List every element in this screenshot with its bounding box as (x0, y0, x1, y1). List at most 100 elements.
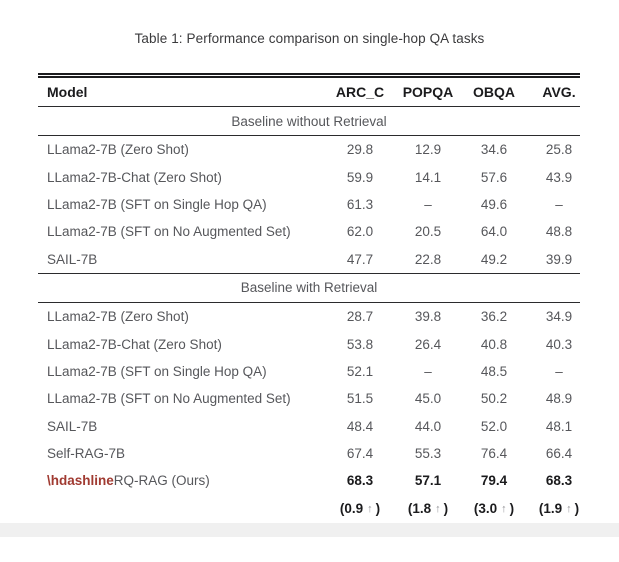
model-name-text: RQ-RAG (Ours) (113, 473, 210, 489)
table-row: SAIL-7B 48.4 44.0 52.0 48.1 (38, 413, 580, 440)
model-name: LLama2-7B-Chat (Zero Shot) (47, 169, 222, 185)
metric-value: 59.9 (346, 169, 374, 185)
metric-value: 55.3 (414, 446, 442, 462)
metric-value: 68.3 (545, 473, 573, 489)
improvement-close-paren: ) (574, 501, 580, 517)
header-row: Model ARC_C POPQA OBQA AVG. (38, 75, 580, 107)
metric-value: 36.2 (480, 309, 508, 325)
page-gap-band (0, 523, 619, 537)
table-row: SAIL-7B 47.7 22.8 49.2 39.9 (38, 246, 580, 274)
column-header-popqa: POPQA (394, 75, 462, 107)
column-header-arc-c: ARC_C (326, 75, 394, 107)
improvement-number: (1.9 (538, 501, 563, 517)
metric-value: 49.2 (480, 251, 508, 267)
metric-value: 43.9 (545, 169, 573, 185)
metric-value: 62.0 (346, 224, 374, 240)
metric-value: 25.8 (545, 142, 573, 158)
section-header-without-retrieval: Baseline without Retrieval (38, 106, 580, 136)
model-name: LLama2-7B (SFT on Single Hop QA) (47, 363, 267, 379)
metric-value: 48.4 (346, 418, 374, 434)
metric-value: – (424, 363, 432, 379)
model-name: LLama2-7B (Zero Shot) (47, 309, 189, 325)
metric-value: 52.0 (480, 418, 508, 434)
improvement-row: (0.9 ↑) (1.8 ↑) (3.0 ↑) (1.9 ↑) (38, 495, 580, 526)
up-arrow-icon: ↑ (367, 503, 373, 516)
metric-value: 47.7 (346, 251, 374, 267)
model-name: Self-RAG-7B (47, 446, 126, 462)
up-arrow-icon: ↑ (566, 503, 572, 516)
model-name: SAIL-7B (47, 251, 98, 267)
metric-value: 29.8 (346, 142, 374, 158)
column-header-obqa: OBQA (462, 75, 526, 107)
table-row: LLama2-7B-Chat (Zero Shot) 53.8 26.4 40.… (38, 330, 580, 357)
table-row: LLama2-7B (SFT on No Augmented Set) 51.5… (38, 385, 580, 412)
model-name: LLama2-7B (SFT on Single Hop QA) (47, 196, 267, 212)
metric-value: 45.0 (414, 391, 442, 407)
metric-value: – (424, 196, 432, 212)
metric-value: 48.5 (480, 363, 508, 379)
metric-value: 57.1 (414, 473, 442, 489)
table-row: LLama2-7B (Zero Shot) 29.8 12.9 34.6 25.… (38, 136, 580, 164)
metric-value: 22.8 (414, 251, 442, 267)
metric-value: 53.8 (346, 336, 374, 352)
improvement-close-paren: ) (443, 501, 449, 517)
model-name: \hdashlineRQ-RAG (Ours) (38, 467, 326, 494)
metric-value: 67.4 (346, 446, 374, 462)
model-name: SAIL-7B (47, 418, 98, 434)
metric-value: 40.3 (545, 336, 573, 352)
metric-value: 14.1 (414, 169, 442, 185)
improvement-number: (3.0 (473, 501, 498, 517)
metric-value: 52.1 (346, 363, 374, 379)
improvement-close-paren: ) (375, 501, 381, 517)
metric-value: 28.7 (346, 309, 374, 325)
improvement-value: (1.8 ↑) (394, 495, 462, 526)
metric-value: 26.4 (414, 336, 442, 352)
metric-value: 39.8 (414, 309, 442, 325)
metric-value: 48.8 (545, 224, 573, 240)
table-row: LLama2-7B (SFT on Single Hop QA) 61.3 – … (38, 191, 580, 218)
metric-value: 48.1 (545, 418, 573, 434)
improvement-close-paren: ) (509, 501, 515, 517)
metric-value: 49.6 (480, 196, 508, 212)
metric-value: 61.3 (346, 196, 374, 212)
metric-value: 34.6 (480, 142, 508, 158)
up-arrow-icon: ↑ (435, 503, 441, 516)
metric-value: 40.8 (480, 336, 508, 352)
improvement-value: (1.9 ↑) (526, 495, 580, 526)
model-name: LLama2-7B-Chat (Zero Shot) (47, 336, 222, 352)
metric-value: 66.4 (545, 446, 573, 462)
metric-value: 12.9 (414, 142, 442, 158)
metric-value: 50.2 (480, 391, 508, 407)
metric-value: – (555, 363, 563, 379)
metric-value: 57.6 (480, 169, 508, 185)
improvement-value: (0.9 ↑) (326, 495, 394, 526)
metric-value: 34.9 (545, 309, 573, 325)
column-header-avg: AVG. (526, 75, 580, 107)
empty-cell (38, 495, 326, 526)
improvement-value: (3.0 ↑) (462, 495, 526, 526)
metric-value: 79.4 (480, 473, 508, 489)
column-header-model: Model (38, 75, 326, 107)
metric-value: 51.5 (346, 391, 374, 407)
table-row: LLama2-7B (Zero Shot) 28.7 39.8 36.2 34.… (38, 302, 580, 330)
metric-value: 20.5 (414, 224, 442, 240)
table-row: LLama2-7B (SFT on Single Hop QA) 52.1 – … (38, 358, 580, 385)
section-header-with-retrieval: Baseline with Retrieval (38, 272, 580, 303)
up-arrow-icon: ↑ (501, 503, 507, 516)
improvement-number: (0.9 (339, 501, 364, 517)
table-row: LLama2-7B (SFT on No Augmented Set) 62.0… (38, 218, 580, 245)
metric-value: 68.3 (346, 473, 374, 489)
section-label: Baseline without Retrieval (38, 106, 580, 136)
metric-value: – (555, 196, 563, 212)
metric-value: 64.0 (480, 224, 508, 240)
metric-value: 44.0 (414, 418, 442, 434)
results-table: Model ARC_C POPQA OBQA AVG. Baseline wit… (38, 73, 580, 528)
table-row: LLama2-7B-Chat (Zero Shot) 59.9 14.1 57.… (38, 163, 580, 190)
table-row: Self-RAG-7B 67.4 55.3 76.4 66.4 (38, 440, 580, 467)
model-name: LLama2-7B (SFT on No Augmented Set) (47, 224, 291, 240)
model-name: LLama2-7B (Zero Shot) (47, 142, 189, 158)
table-row-ours: \hdashlineRQ-RAG (Ours) 68.3 57.1 79.4 6… (38, 467, 580, 494)
latex-hdashline-artifact: \hdashline (47, 473, 114, 489)
metric-value: 39.9 (545, 251, 573, 267)
